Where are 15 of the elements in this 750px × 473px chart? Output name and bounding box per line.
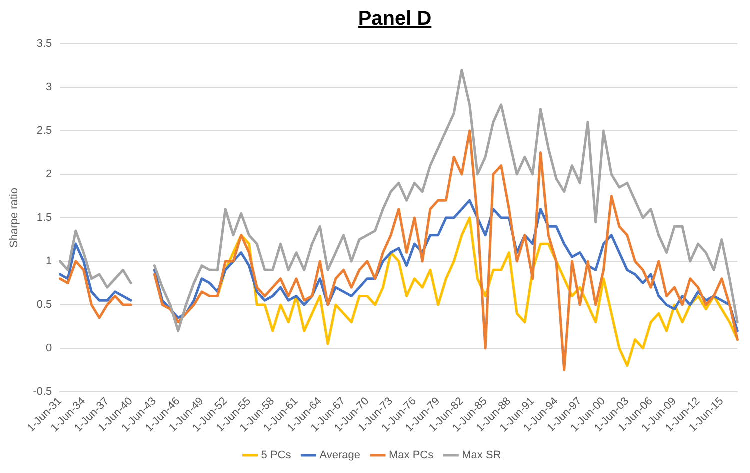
y-tick-label: 3 [46, 82, 52, 94]
y-tick-label: -0.5 [33, 386, 52, 398]
y-tick-label: 0.5 [36, 299, 52, 312]
chart-title: Panel D [357, 8, 433, 31]
y-tick-label: 1.5 [36, 212, 52, 224]
y-tick-label: 2 [46, 168, 52, 181]
legend-label: Max SR [462, 450, 502, 462]
y-tick-label: 1 [46, 256, 52, 268]
legend-label: Max PCs [388, 450, 434, 462]
y-tick-label: 3.5 [36, 38, 52, 50]
y-axis-title: Sharpe ratio [8, 188, 21, 248]
y-tick-label: 2.5 [36, 125, 52, 138]
y-tick-label: 0 [46, 342, 52, 355]
legend-label: Average [320, 450, 361, 462]
legend-label: 5 PCs [261, 450, 292, 462]
